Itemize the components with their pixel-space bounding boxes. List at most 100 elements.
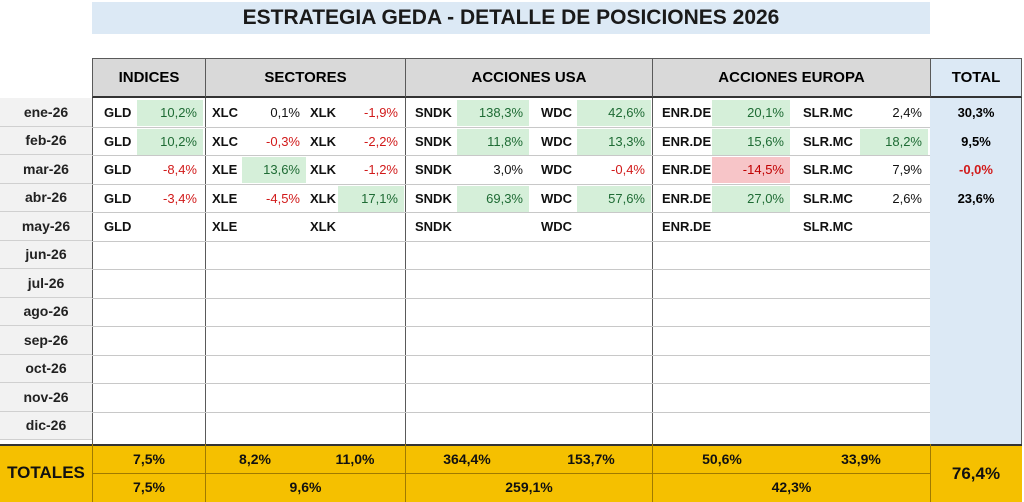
- indices-ticker: GLD: [104, 219, 132, 234]
- total-column: [930, 98, 1022, 444]
- sector-1-ticker: XLE: [212, 162, 238, 177]
- month-label: mar-26: [0, 155, 92, 184]
- europa-1-ticker: ENR.DE: [662, 190, 712, 206]
- month-label: sep-26: [0, 326, 92, 355]
- sector-2-ticker: XLK: [310, 219, 336, 234]
- usa-1-value: 138,3%: [457, 100, 529, 126]
- indices-value: -8,4%: [163, 162, 197, 177]
- usa-2-value: 13,3%: [577, 128, 651, 155]
- europa-1-value: 20,1%: [712, 100, 790, 126]
- europa-2-ticker: SLR.MC: [803, 105, 853, 120]
- row-total: 9,5%: [961, 133, 991, 149]
- europa-2-value: 7,9%: [892, 162, 922, 177]
- month-label: abr-26: [0, 183, 92, 212]
- page-title: ESTRATEGIA GEDA - DETALLE DE POSICIONES …: [92, 2, 930, 34]
- sector-1-value: [242, 214, 306, 240]
- month-label: jun-26: [0, 240, 92, 269]
- usa-1-ticker: SNDK: [415, 133, 452, 149]
- europa-2-value: 18,2%: [860, 128, 928, 155]
- sector-2-value: -2,2%: [364, 133, 398, 149]
- usa-2-ticker: WDC: [541, 162, 573, 177]
- europa-1-ticker: ENR.DE: [662, 105, 712, 120]
- sector-1-ticker: XLE: [212, 190, 238, 206]
- row-total: -0,0%: [959, 162, 993, 177]
- usa-2-value: [577, 214, 651, 240]
- sector-2-ticker: XLK: [310, 162, 336, 177]
- totals-sect-2: 11,0%: [335, 451, 375, 467]
- totals-eur-2: 33,9%: [841, 451, 881, 467]
- usa-1-value: 3,0%: [493, 162, 523, 177]
- totals-indices-1: 7,5%: [133, 451, 165, 467]
- europa-1-value: 27,0%: [712, 185, 790, 212]
- header-indices: INDICES: [92, 58, 206, 98]
- month-label: feb-26: [0, 126, 92, 155]
- totals-usa-2: 153,7%: [567, 451, 615, 467]
- usa-2-ticker: WDC: [541, 190, 573, 206]
- totals-usa-1: 364,4%: [443, 451, 491, 467]
- indices-ticker: GLD: [104, 133, 132, 149]
- totals-europa: 42,3%: [771, 479, 812, 495]
- usa-1-ticker: SNDK: [415, 162, 452, 177]
- sector-2-value: -1,2%: [364, 162, 398, 177]
- europa-1-value: 15,6%: [712, 128, 790, 155]
- sector-1-value: 13,6%: [242, 157, 306, 183]
- totals-sectores: 9,6%: [289, 479, 322, 495]
- sector-2-value: 17,1%: [338, 185, 404, 212]
- indices-ticker: GLD: [104, 190, 132, 206]
- sector-1-value: 0,1%: [270, 105, 300, 120]
- month-label: oct-26: [0, 354, 92, 383]
- month-label: ene-26: [0, 98, 92, 127]
- europa-2-value: 2,4%: [892, 105, 922, 120]
- header-acciones-usa: ACCIONES USA: [405, 58, 653, 98]
- usa-1-ticker: SNDK: [415, 219, 452, 234]
- totals-eur-1: 50,6%: [702, 451, 742, 467]
- month-label: may-26: [0, 212, 92, 241]
- usa-1-ticker: SNDK: [415, 190, 452, 206]
- sector-1-ticker: XLC: [212, 105, 238, 120]
- sector-1-value: -4,5%: [266, 190, 300, 206]
- europa-2-ticker: SLR.MC: [803, 190, 853, 206]
- header-sectores: SECTORES: [205, 58, 406, 98]
- indices-value: [137, 214, 203, 240]
- indices-value: 10,2%: [137, 100, 203, 126]
- header-acciones-europa: ACCIONES EUROPA: [652, 58, 931, 98]
- month-label: ago-26: [0, 297, 92, 326]
- europa-2-ticker: SLR.MC: [803, 219, 853, 234]
- usa-2-ticker: WDC: [541, 219, 573, 234]
- indices-value: 10,2%: [137, 128, 203, 155]
- sector-2-value: -1,9%: [364, 105, 398, 120]
- usa-1-value: 69,3%: [457, 185, 529, 212]
- indices-ticker: GLD: [104, 162, 132, 177]
- sector-1-value: -0,3%: [266, 133, 300, 149]
- indices-ticker: GLD: [104, 105, 132, 120]
- totals-indices-2: 7,5%: [133, 479, 165, 495]
- totals-sect-1: 8,2%: [239, 451, 271, 467]
- row-total: [930, 214, 1022, 240]
- europa-2-ticker: SLR.MC: [803, 162, 853, 177]
- usa-1-value: 11,8%: [457, 128, 529, 155]
- europa-1-value: -14,5%: [712, 157, 790, 183]
- totals-label: TOTALES: [7, 463, 85, 482]
- europa-2-value: 2,6%: [892, 190, 922, 206]
- indices-value: -3,4%: [163, 190, 197, 206]
- month-label: jul-26: [0, 269, 92, 298]
- sector-2-ticker: XLK: [310, 190, 336, 206]
- usa-1-ticker: SNDK: [415, 105, 452, 120]
- europa-1-value: [712, 214, 790, 240]
- grand-total: 76,4%: [951, 464, 1001, 483]
- usa-2-value: 57,6%: [577, 185, 651, 212]
- usa-2-ticker: WDC: [541, 133, 573, 149]
- row-total: 23,6%: [957, 190, 995, 206]
- totals-usa: 259,1%: [505, 479, 553, 495]
- sector-2-ticker: XLK: [310, 133, 336, 149]
- month-label: nov-26: [0, 383, 92, 412]
- europa-1-ticker: ENR.DE: [662, 219, 712, 234]
- europa-2-ticker: SLR.MC: [803, 133, 853, 149]
- usa-2-ticker: WDC: [541, 105, 573, 120]
- europa-2-value: [860, 214, 928, 240]
- sector-1-ticker: XLE: [212, 219, 238, 234]
- usa-1-value: [457, 214, 529, 240]
- row-total: 30,3%: [957, 105, 995, 120]
- europa-1-ticker: ENR.DE: [662, 133, 712, 149]
- sector-2-value: [338, 214, 404, 240]
